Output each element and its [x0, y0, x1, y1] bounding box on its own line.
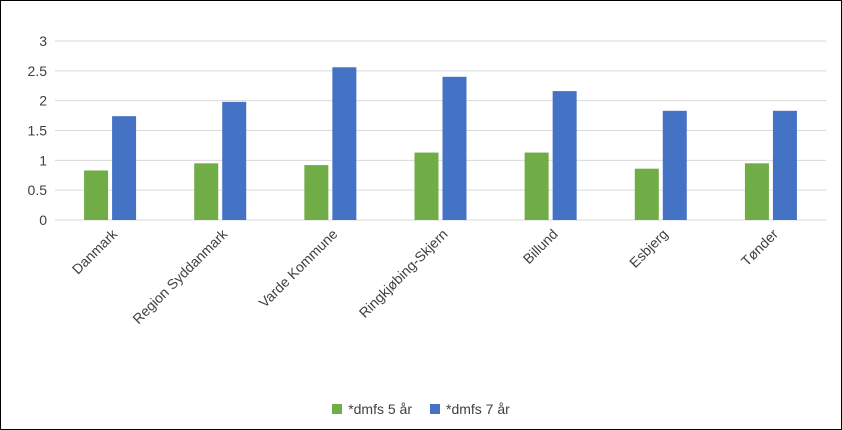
bar [552, 91, 577, 221]
x-tick-label: Varde Kommune [256, 226, 341, 311]
legend-swatch-series-1 [332, 404, 343, 414]
legend-item-series-1: *dmfs 5 år [332, 401, 412, 417]
y-tick-label: 2 [39, 93, 47, 109]
y-tick-label: 1 [39, 152, 47, 168]
x-tick-label: Danmark [69, 225, 121, 277]
y-tick-label: 2.5 [28, 63, 48, 79]
bar [744, 163, 769, 220]
bar [414, 152, 439, 220]
bar [524, 152, 549, 220]
legend-item-series-2: *dmfs 7 år [430, 401, 510, 417]
bar [332, 67, 357, 221]
x-tick-label: Tønder [738, 226, 781, 269]
legend-label-series-1: *dmfs 5 år [348, 401, 412, 417]
legend: *dmfs 5 år *dmfs 7 år [1, 401, 841, 417]
x-tick-label: Ringkjøbing-Skjern [356, 226, 451, 321]
x-tick-label: Region Syddanmark [129, 225, 231, 327]
bar [304, 165, 329, 220]
y-tick-label: 0 [39, 212, 47, 228]
y-tick-label: 1.5 [28, 123, 48, 139]
bar [222, 101, 247, 220]
y-tick-label: 3 [39, 33, 47, 49]
x-tick-label: Esbjerg [626, 226, 671, 271]
bar [662, 110, 687, 220]
legend-swatch-series-2 [430, 404, 440, 414]
bar [772, 110, 797, 220]
bar [634, 168, 659, 220]
bar [112, 116, 137, 220]
legend-label-series-2: *dmfs 7 år [446, 401, 510, 417]
bar [84, 170, 109, 220]
bar [194, 163, 219, 220]
bar [442, 76, 467, 220]
x-tick-label: Billund [520, 226, 561, 267]
y-tick-label: 0.5 [28, 182, 48, 198]
